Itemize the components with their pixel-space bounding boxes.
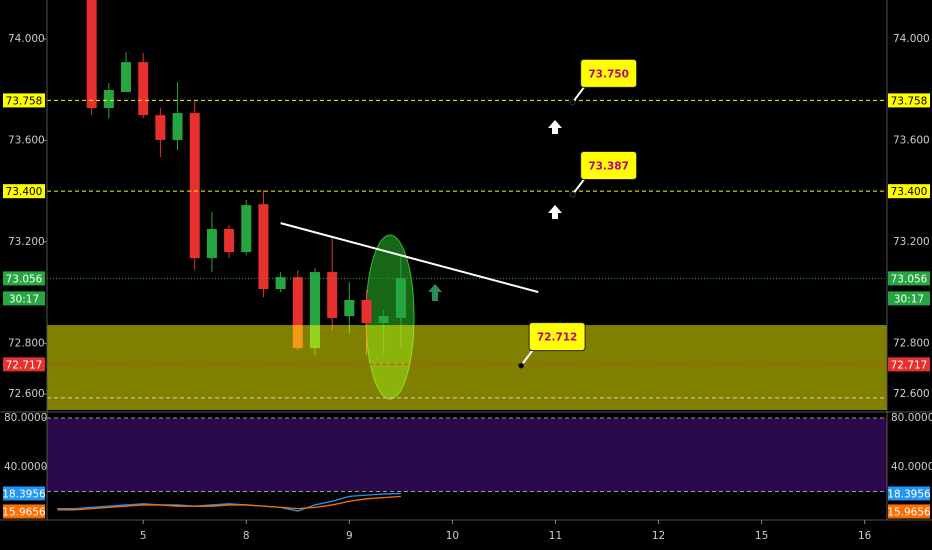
callout-box bbox=[528, 322, 586, 352]
x-tick-label: 12 bbox=[652, 530, 665, 542]
callout-point bbox=[569, 99, 576, 106]
countdown-box bbox=[888, 291, 930, 306]
price-label-box bbox=[888, 271, 930, 286]
price-label: 73.400 bbox=[6, 186, 43, 198]
y-tick-label: 73.600 bbox=[8, 134, 45, 146]
price-label-box bbox=[888, 357, 930, 372]
x-tick-label: 16 bbox=[858, 530, 872, 542]
last-value: 18.3956 bbox=[887, 488, 931, 500]
up-arrow bbox=[548, 120, 562, 134]
candle-body bbox=[172, 113, 183, 140]
last-value: 15.9656 bbox=[887, 506, 931, 518]
candle-body bbox=[155, 115, 166, 140]
price-label: 72.717 bbox=[6, 359, 43, 371]
countdown-box bbox=[3, 291, 45, 306]
candle-body bbox=[258, 204, 269, 290]
callout-label: 72.712 bbox=[537, 332, 578, 344]
x-tick-label: 11 bbox=[549, 530, 562, 542]
zone bbox=[47, 325, 887, 410]
candle-body bbox=[103, 90, 114, 109]
y-tick-label: 73.600 bbox=[893, 134, 930, 146]
candle-body bbox=[309, 272, 320, 349]
callout-point bbox=[518, 362, 525, 369]
price-label: 73.758 bbox=[891, 95, 928, 107]
y-tick-label: 40.0000 bbox=[4, 461, 47, 473]
candle-body bbox=[224, 228, 235, 253]
price-label: 72.717 bbox=[891, 359, 928, 371]
candle-body bbox=[206, 228, 217, 259]
x-tick-label: 5 bbox=[140, 530, 147, 542]
callout-box bbox=[580, 150, 638, 180]
price-label-box bbox=[3, 93, 45, 108]
last-value-box bbox=[888, 504, 930, 519]
price-label-box bbox=[3, 184, 45, 199]
countdown: 30:17 bbox=[894, 293, 924, 305]
x-tick-label: 10 bbox=[446, 530, 459, 542]
y-tick-label: 72.800 bbox=[8, 337, 45, 349]
candle-body bbox=[378, 316, 389, 324]
last-value-box bbox=[3, 486, 45, 501]
candle-body bbox=[138, 62, 149, 116]
candle-body bbox=[361, 299, 372, 324]
callout-box bbox=[580, 58, 638, 88]
oscillator-line bbox=[57, 492, 401, 512]
callout-label: 73.750 bbox=[588, 68, 629, 80]
trendline bbox=[280, 222, 539, 294]
oscillator-line bbox=[57, 495, 401, 511]
price-label: 73.056 bbox=[891, 273, 928, 285]
up-arrow bbox=[428, 284, 442, 301]
callout-leader bbox=[520, 349, 534, 367]
y-tick-label: 80.0000 bbox=[4, 412, 47, 424]
candle-body bbox=[86, 0, 97, 109]
candle-body bbox=[275, 277, 286, 290]
callout-label: 73.387 bbox=[588, 160, 629, 172]
x-tick-label: 8 bbox=[243, 530, 250, 542]
countdown: 30:17 bbox=[9, 293, 39, 305]
band bbox=[47, 418, 887, 492]
price-label-box bbox=[888, 93, 930, 108]
y-tick-label: 74.000 bbox=[8, 33, 45, 45]
price-label-box bbox=[3, 357, 45, 372]
candle-body bbox=[344, 299, 355, 317]
last-value: 18.3956 bbox=[2, 488, 46, 500]
x-tick-label: 9 bbox=[346, 530, 353, 542]
y-tick-label: 73.200 bbox=[8, 236, 45, 248]
last-value-box bbox=[3, 504, 45, 519]
candle-body bbox=[241, 205, 252, 253]
callout-leader bbox=[571, 177, 586, 196]
y-tick-label: 72.600 bbox=[893, 388, 930, 400]
x-tick-label: 15 bbox=[755, 530, 768, 542]
up-arrow bbox=[548, 205, 562, 219]
candle-body bbox=[395, 278, 406, 318]
candle-body bbox=[189, 113, 200, 259]
price-label: 73.400 bbox=[891, 186, 928, 198]
y-tick-label: 73.200 bbox=[893, 236, 930, 248]
y-tick-label: 40.0000 bbox=[891, 461, 932, 473]
candle-body bbox=[121, 62, 132, 93]
y-tick-label: 72.600 bbox=[8, 388, 45, 400]
y-tick-label: 80.0000 bbox=[891, 412, 932, 424]
price-label-box bbox=[888, 184, 930, 199]
callout-point bbox=[569, 191, 576, 198]
price-label: 73.758 bbox=[6, 95, 43, 107]
last-value-box bbox=[888, 486, 930, 501]
price-label: 73.056 bbox=[6, 273, 43, 285]
callout-leader bbox=[571, 85, 586, 104]
last-value: 15.9656 bbox=[2, 506, 46, 518]
price-label-box bbox=[3, 271, 45, 286]
y-tick-label: 74.000 bbox=[893, 33, 930, 45]
arrows bbox=[428, 120, 562, 301]
candle-body bbox=[327, 272, 338, 318]
y-tick-label: 72.800 bbox=[893, 337, 930, 349]
candle-body bbox=[292, 277, 303, 349]
